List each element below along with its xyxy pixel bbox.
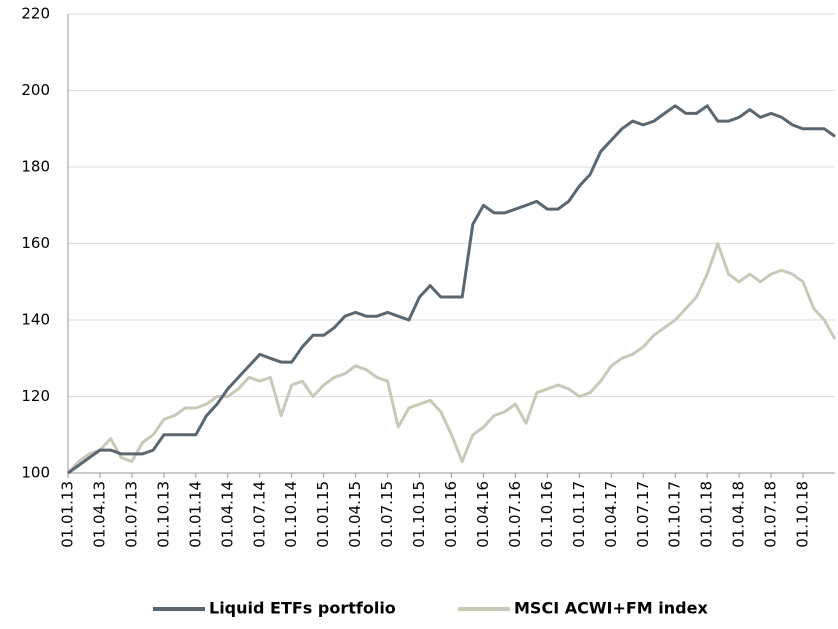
y-tick-label: 200: [21, 81, 50, 99]
x-tick-label: 01.10.13: [154, 481, 172, 548]
x-tick-label: 01.01.13: [59, 481, 77, 548]
y-tick-label: 180: [21, 158, 50, 176]
series-line: [66, 242, 837, 475]
x-tick-label: 01.07.18: [762, 481, 780, 548]
x-tick-label: 01.07.16: [506, 481, 524, 548]
x-tick-label: 01.01.18: [698, 481, 716, 548]
x-tick-label: 01.07.17: [634, 481, 652, 548]
x-tick-label: 01.10.16: [538, 481, 556, 548]
x-tick-label: 01.10.18: [794, 481, 812, 548]
series-line: [67, 104, 836, 475]
x-tick-label: 01.01.17: [570, 481, 588, 548]
x-tick-label: 01.01.14: [186, 481, 204, 548]
legend-label: Liquid ETFs portfolio: [209, 599, 396, 618]
x-tick-label: 01.04.17: [602, 481, 620, 548]
x-tick-label: 01.10.17: [666, 481, 684, 548]
y-tick-label: 160: [21, 234, 50, 252]
x-tick-label: 01.04.18: [730, 481, 748, 548]
x-tick-label: 01.10.14: [282, 481, 300, 548]
x-tick-label: 01.04.13: [90, 481, 108, 548]
y-tick-label: 220: [21, 5, 50, 23]
x-tick-label: 01.01.15: [314, 481, 332, 548]
x-tick-label: 01.04.14: [218, 481, 236, 548]
y-tick-label: 100: [21, 464, 50, 482]
x-tick-label: 01.04.16: [474, 481, 492, 548]
x-tick-label: 01.07.14: [250, 481, 268, 548]
x-tick-label: 01.01.16: [442, 481, 460, 548]
x-tick-label: 01.07.13: [122, 481, 140, 548]
legend-label: MSCI ACWI+FM index: [514, 599, 708, 618]
x-tick-label: 01.07.15: [378, 481, 396, 548]
x-tick-label: 01.10.15: [410, 481, 428, 548]
y-tick-label: 120: [21, 387, 50, 405]
x-tick-label: 01.04.15: [346, 481, 364, 548]
y-tick-label: 140: [21, 311, 50, 329]
